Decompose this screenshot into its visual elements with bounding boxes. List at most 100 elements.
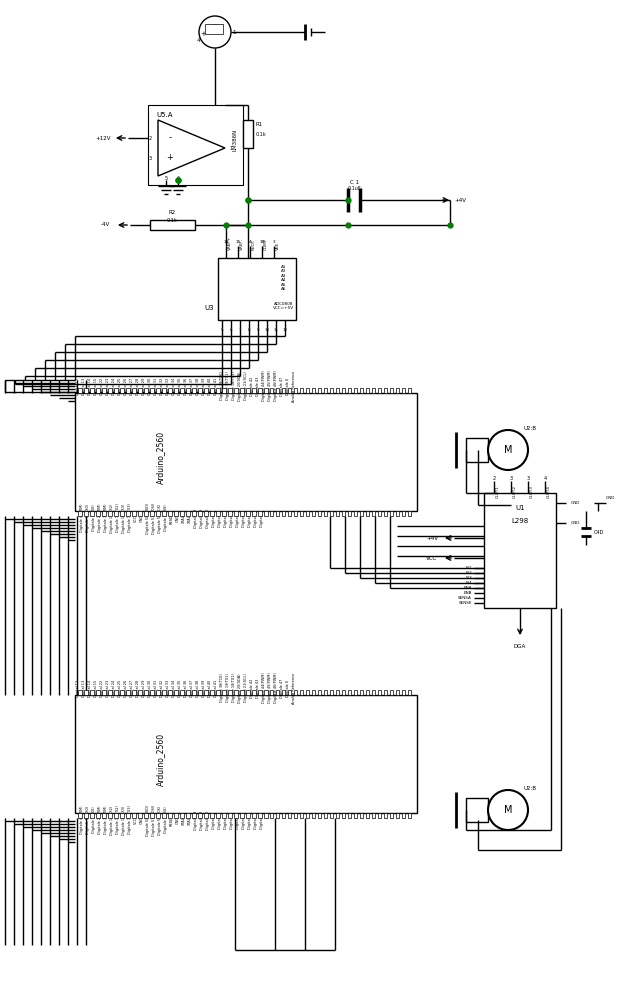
Bar bbox=[466, 798, 488, 822]
Bar bbox=[330, 690, 333, 695]
Bar bbox=[222, 813, 226, 818]
Bar bbox=[384, 813, 388, 818]
Text: Digitale 51(MOSI): Digitale 51(MOSI) bbox=[152, 804, 156, 836]
Text: Digital 31: Digital 31 bbox=[154, 679, 158, 697]
Bar bbox=[270, 388, 274, 393]
Bar bbox=[366, 690, 369, 695]
Bar bbox=[75, 695, 417, 813]
Text: Digitale 49: Digitale 49 bbox=[194, 810, 198, 830]
Bar bbox=[378, 690, 381, 695]
Bar bbox=[198, 690, 202, 695]
Bar bbox=[240, 813, 243, 818]
Text: O-UT1: O-UT1 bbox=[496, 485, 500, 498]
Text: Digital 40: Digital 40 bbox=[208, 679, 212, 697]
Bar bbox=[360, 388, 363, 393]
Text: Digitale 42: Digitale 42 bbox=[250, 678, 254, 698]
Bar bbox=[84, 813, 88, 818]
Text: Digital 22: Digital 22 bbox=[100, 679, 104, 697]
Text: GND: GND bbox=[571, 501, 580, 505]
Text: Digital 24: Digital 24 bbox=[112, 377, 116, 395]
Text: IN1: IN1 bbox=[465, 566, 472, 570]
Text: 5: 5 bbox=[221, 328, 223, 332]
Bar bbox=[150, 388, 154, 393]
Bar bbox=[384, 388, 388, 393]
Text: IN2: IN2 bbox=[465, 571, 472, 575]
Bar bbox=[348, 690, 351, 695]
Bar bbox=[114, 813, 118, 818]
Text: 16: 16 bbox=[259, 240, 264, 244]
Text: Digitale 0: Digitale 0 bbox=[285, 679, 290, 697]
Text: 5: 5 bbox=[164, 176, 167, 180]
Text: Digital 34: Digital 34 bbox=[172, 377, 176, 395]
Text: Digital 32: Digital 32 bbox=[160, 679, 164, 697]
Bar bbox=[294, 690, 297, 695]
Bar bbox=[168, 511, 172, 516]
Bar bbox=[102, 511, 106, 516]
Bar bbox=[108, 690, 111, 695]
Text: Digital 24: Digital 24 bbox=[112, 679, 116, 697]
Bar bbox=[252, 690, 256, 695]
Bar bbox=[234, 388, 238, 393]
Bar bbox=[402, 511, 406, 516]
Bar bbox=[132, 690, 136, 695]
Text: Digitale 38(TCK): Digitale 38(TCK) bbox=[220, 372, 224, 400]
Text: DGA: DGA bbox=[514, 644, 526, 648]
Bar bbox=[228, 690, 231, 695]
Bar bbox=[270, 690, 274, 695]
Text: Digital 33: Digital 33 bbox=[166, 377, 170, 395]
Text: Arduino_2560: Arduino_2560 bbox=[156, 431, 165, 484]
Bar bbox=[294, 388, 297, 393]
Text: U2:B: U2:B bbox=[524, 786, 537, 790]
Text: 14: 14 bbox=[223, 240, 228, 244]
Bar bbox=[360, 690, 363, 695]
Text: 3: 3 bbox=[272, 240, 276, 244]
Text: 1400.0
VOLTS: 1400.0 VOLTS bbox=[210, 24, 224, 32]
Bar bbox=[132, 388, 136, 393]
Bar bbox=[204, 813, 208, 818]
Bar bbox=[198, 813, 202, 818]
Bar bbox=[138, 813, 141, 818]
Bar bbox=[114, 690, 118, 695]
Text: Digital 32: Digital 32 bbox=[160, 377, 164, 395]
Bar bbox=[288, 813, 292, 818]
Circle shape bbox=[488, 790, 528, 830]
Text: Digitale 51(MOSI): Digitale 51(MOSI) bbox=[152, 502, 156, 534]
Bar bbox=[312, 388, 315, 393]
Text: Digitale 20(SDA): Digitale 20(SDA) bbox=[238, 673, 242, 703]
Text: Digitale 0 (RX0): Digitale 0 (RX0) bbox=[86, 806, 90, 834]
Text: 1: 1 bbox=[229, 145, 232, 150]
Bar bbox=[102, 690, 106, 695]
Text: Digitale 15(RX3): Digitale 15(RX3) bbox=[122, 805, 126, 835]
Bar bbox=[108, 813, 111, 818]
Bar bbox=[336, 690, 340, 695]
Bar bbox=[186, 813, 190, 818]
Text: 4: 4 bbox=[249, 240, 251, 244]
Text: O-UT3: O-UT3 bbox=[530, 485, 534, 498]
Bar bbox=[390, 690, 394, 695]
Bar bbox=[408, 690, 412, 695]
Text: Digitale 47: Digitale 47 bbox=[280, 376, 284, 396]
Text: Digital 27: Digital 27 bbox=[130, 377, 134, 395]
Text: Digitale 16(TX2): Digitale 16(TX2) bbox=[116, 504, 120, 532]
Bar bbox=[132, 511, 136, 516]
Bar bbox=[390, 511, 394, 516]
Text: Digital 30: Digital 30 bbox=[148, 377, 152, 395]
Text: +4V: +4V bbox=[454, 198, 466, 202]
Bar bbox=[150, 690, 154, 695]
Text: SENSA: SENSA bbox=[458, 596, 472, 600]
Text: Digital 13: Digital 13 bbox=[82, 377, 86, 395]
Text: VCC: VCC bbox=[134, 514, 138, 522]
Bar bbox=[174, 690, 177, 695]
Text: Digital 36: Digital 36 bbox=[183, 679, 188, 697]
Bar bbox=[396, 511, 399, 516]
Text: Digitale 46(PWM): Digitale 46(PWM) bbox=[274, 673, 278, 703]
Bar bbox=[156, 388, 159, 393]
Bar bbox=[402, 388, 406, 393]
Bar bbox=[138, 511, 141, 516]
Text: 0.1uF: 0.1uF bbox=[347, 186, 361, 192]
Bar bbox=[180, 690, 183, 695]
Text: 6: 6 bbox=[230, 328, 232, 332]
Bar bbox=[264, 388, 267, 393]
Text: Digitale 44(PWM): Digitale 44(PWM) bbox=[262, 673, 266, 703]
Text: IN/OT: IN/OT bbox=[252, 239, 256, 250]
